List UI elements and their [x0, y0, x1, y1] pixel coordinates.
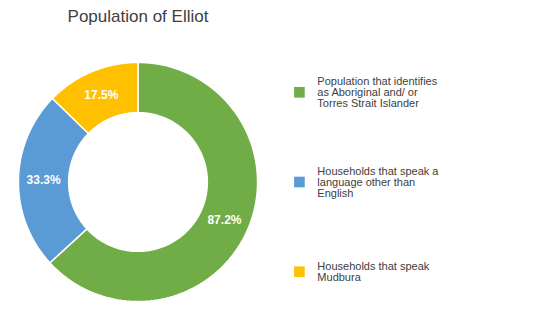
- svg-text:Households that speakMudbura: Households that speakMudbura: [317, 260, 429, 283]
- html-text:Population of Elliot: Population of Elliot: [67, 7, 209, 26]
- svg-text:87.2%: 87.2%: [207, 213, 241, 227]
- svg-text:33.3%: 33.3%: [27, 173, 61, 187]
- svg-text:Population that identifiesas A: Population that identifiesas Aboriginal …: [317, 75, 437, 109]
- svg-text:Households that speak alanguag: Households that speak alanguage other th…: [317, 165, 439, 199]
- svg-text:17.5%: 17.5%: [84, 88, 118, 102]
